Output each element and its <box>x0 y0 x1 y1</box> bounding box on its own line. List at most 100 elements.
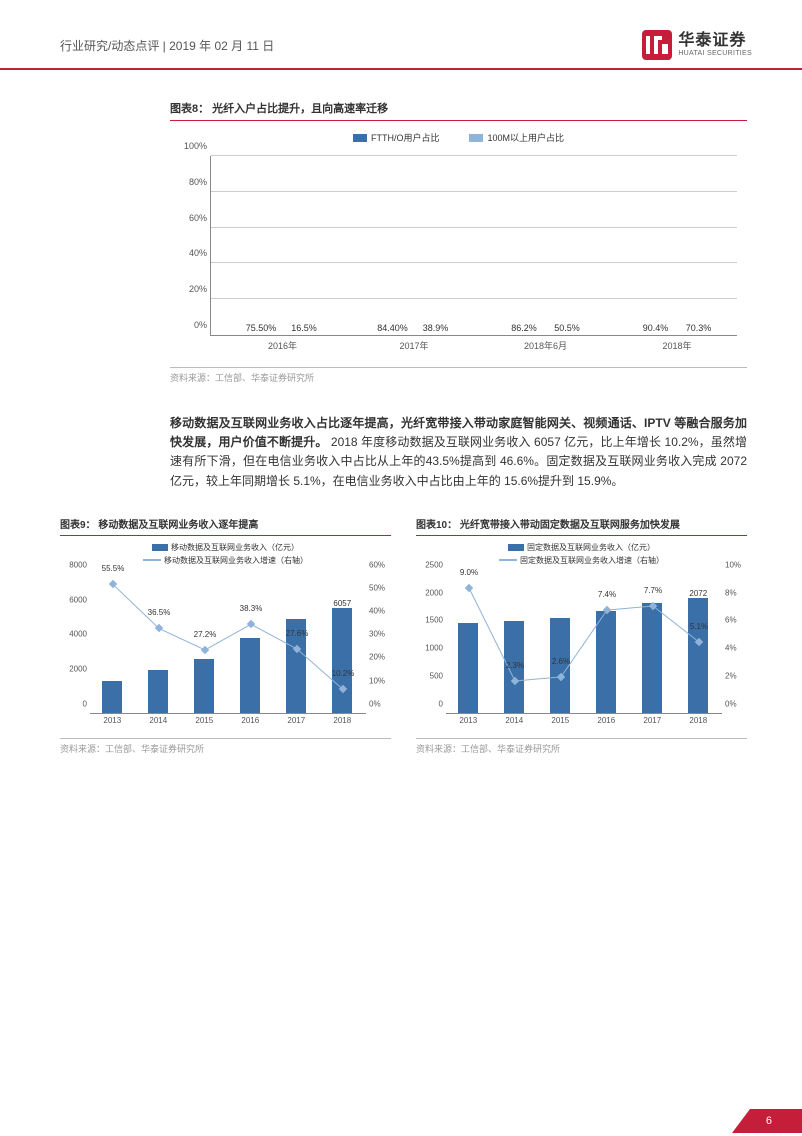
category-label: 2016年 <box>268 339 297 352</box>
brand-logo: 华泰证券 HUATAI SECURITIES <box>642 30 752 60</box>
y-right-label: 20% <box>369 653 385 662</box>
y-axis-label: 20% <box>189 284 207 294</box>
gridline <box>211 155 737 156</box>
chart10-col: 图表10： 光纤宽带接入带动固定数据及互联网服务加快发展 固定数据及互联网业务收… <box>416 516 747 755</box>
gridline <box>211 227 737 228</box>
line-value-label: 5.1% <box>690 622 708 631</box>
legend-swatch <box>152 544 168 551</box>
bar-value-label: 38.9% <box>423 323 449 333</box>
bar-value-label: 90.4% <box>643 323 669 333</box>
bar-value-label: 50.5% <box>554 323 580 333</box>
line-value-label: 7.7% <box>644 586 662 595</box>
y-left-label: 2500 <box>425 560 443 569</box>
category-label: 2017 <box>643 716 661 725</box>
bar-value-label: 75.50% <box>246 323 277 333</box>
legend-label: 固定数据及互联网业务收入增速（右轴） <box>520 555 664 566</box>
legend-label: FTTH/O用户占比 <box>371 131 440 144</box>
chart8-title-row: 图表8： 光纤入户占比提升，且向高速率迁移 <box>170 100 747 121</box>
category-label: 2013 <box>459 716 477 725</box>
y-axis-label: 60% <box>189 213 207 223</box>
y-axis-label: 0% <box>194 320 207 330</box>
line-value-label: 27.2% <box>194 630 217 639</box>
legend-line-swatch <box>143 559 161 561</box>
category-label: 2015 <box>195 716 213 725</box>
huatai-logo-icon <box>642 30 672 60</box>
chart10-title-row: 图表10： 光纤宽带接入带动固定数据及互联网服务加快发展 <box>416 516 747 536</box>
chart9-title-row: 图表9： 移动数据及互联网业务收入逐年提高 <box>60 516 391 536</box>
bar-value-label: 70.3% <box>686 323 712 333</box>
y-right-label: 50% <box>369 583 385 592</box>
y-left-label: 8000 <box>69 560 87 569</box>
chart9-plot: 020004000600080000%10%20%30%40%50%60%201… <box>90 574 366 714</box>
y-right-label: 0% <box>725 699 737 708</box>
y-left-label: 0 <box>439 699 443 708</box>
y-left-label: 6000 <box>69 595 87 604</box>
chart9: 020004000600080000%10%20%30%40%50%60%201… <box>60 574 391 734</box>
bar-value-label: 86.2% <box>511 323 537 333</box>
chart8-title: 图表8： 光纤入户占比提升，且向高速率迁移 <box>170 103 388 115</box>
legend-line-swatch <box>499 559 517 561</box>
category-label: 2018 <box>689 716 707 725</box>
category-label: 2018年6月 <box>524 339 567 352</box>
y-left-label: 2000 <box>425 588 443 597</box>
line-value-label: 2.6% <box>552 657 570 666</box>
legend-item: 移动数据及互联网业务收入（亿元） <box>152 542 299 553</box>
legend-item: 移动数据及互联网业务收入增速（右轴） <box>143 555 308 566</box>
y-left-label: 500 <box>430 671 443 680</box>
legend-swatch <box>353 134 367 142</box>
category-label: 2016 <box>241 716 259 725</box>
y-axis-label: 80% <box>189 177 207 187</box>
chart9-legend: 移动数据及互联网业务收入（亿元） 移动数据及互联网业务收入增速（右轴） <box>60 542 391 566</box>
legend-label: 100M以上用户占比 <box>487 131 564 144</box>
line-value-label: 2.3% <box>506 661 524 670</box>
chart8-source: 资料来源：工信部、华泰证券研究所 <box>170 367 747 384</box>
line-value-label: 36.5% <box>148 608 171 617</box>
legend-item: 100M以上用户占比 <box>469 131 564 144</box>
bar-value-label: 84.40% <box>377 323 408 333</box>
y-axis-label: 40% <box>189 248 207 258</box>
legend-label: 固定数据及互联网业务收入（亿元） <box>527 542 655 553</box>
chart8: FTTH/O用户占比 100M以上用户占比 0% 20% 40% 60% 80% 100%… <box>170 131 747 361</box>
bar-value-label: 16.5% <box>291 323 317 333</box>
category-label: 2016 <box>597 716 615 725</box>
y-right-label: 2% <box>725 671 737 680</box>
line-value-label: 10.2% <box>332 669 355 678</box>
legend-label: 移动数据及互联网业务收入（亿元） <box>171 542 299 553</box>
y-right-label: 30% <box>369 630 385 639</box>
category-label: 2018年 <box>663 339 692 352</box>
y-left-label: 1500 <box>425 616 443 625</box>
y-right-label: 4% <box>725 644 737 653</box>
gridline <box>211 298 737 299</box>
category-label: 2014 <box>505 716 523 725</box>
y-right-label: 6% <box>725 616 737 625</box>
category-label: 2017年 <box>400 339 429 352</box>
line-series <box>90 574 366 713</box>
category-label: 2018 <box>333 716 351 725</box>
y-right-label: 60% <box>369 560 385 569</box>
chart10-plot: 050010001500200025000%2%4%6%8%10%2013201… <box>446 574 722 714</box>
y-right-label: 10% <box>725 560 741 569</box>
category-label: 2017 <box>287 716 305 725</box>
category-label: 2013 <box>103 716 121 725</box>
y-left-label: 2000 <box>69 665 87 674</box>
line-value-label: 7.4% <box>598 590 616 599</box>
chart9-source: 资料来源：工信部、华泰证券研究所 <box>60 738 391 755</box>
chart10-legend: 固定数据及互联网业务收入（亿元） 固定数据及互联网业务收入增速（右轴） <box>416 542 747 566</box>
chart9-col: 图表9： 移动数据及互联网业务收入逐年提高 移动数据及互联网业务收入（亿元） 移… <box>60 516 391 755</box>
legend-item: 固定数据及互联网业务收入（亿元） <box>508 542 655 553</box>
chart8-legend: FTTH/O用户占比 100M以上用户占比 <box>170 131 747 144</box>
gridline <box>211 262 737 263</box>
line-value-label: 55.5% <box>102 564 125 573</box>
brand-name-cn: 华泰证券 <box>678 32 752 50</box>
y-right-label: 8% <box>725 588 737 597</box>
page-number: 6 <box>766 1115 772 1127</box>
category-label: 2014 <box>149 716 167 725</box>
y-axis-label: 100% <box>184 141 207 151</box>
chart10-title: 图表10： 光纤宽带接入带动固定数据及互联网服务加快发展 <box>416 520 680 531</box>
legend-swatch <box>469 134 483 142</box>
legend-swatch <box>508 544 524 551</box>
gridline <box>211 191 737 192</box>
page-header: 行业研究/动态点评 | 2019 年 02 月 11 日 华泰证券 HUATAI… <box>0 0 802 70</box>
brand-name-en: HUATAI SECURITIES <box>678 50 752 58</box>
page-footer: 6 <box>732 1109 802 1133</box>
